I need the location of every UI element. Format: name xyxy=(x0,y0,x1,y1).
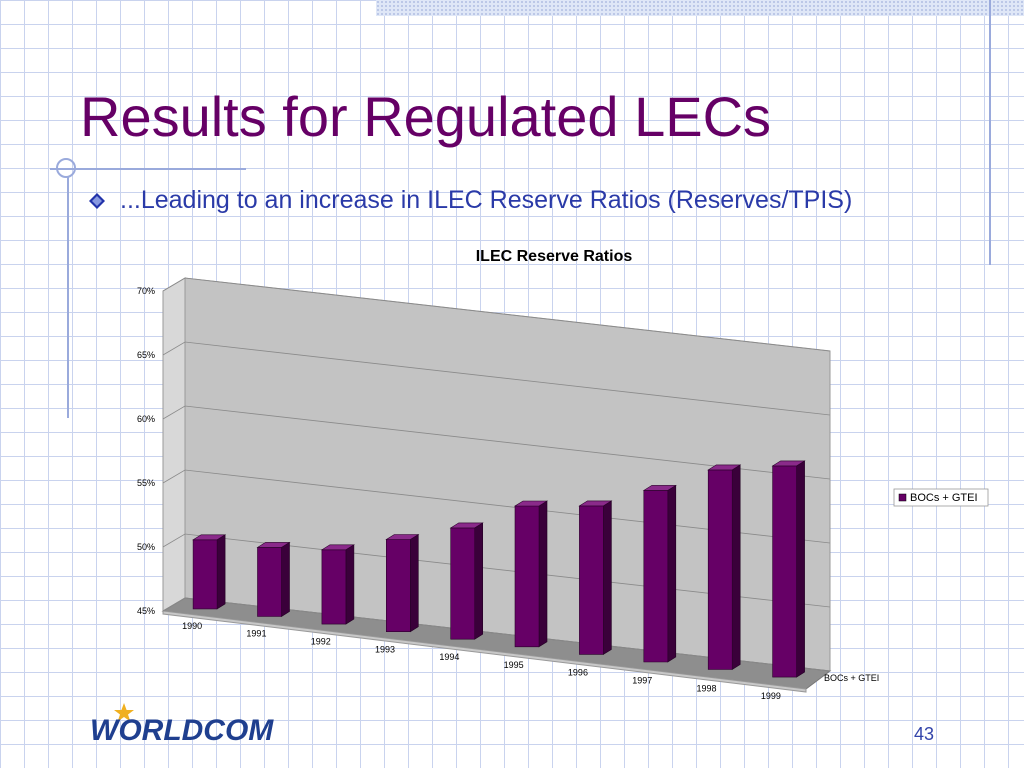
bar-side xyxy=(731,464,741,671)
bar xyxy=(514,505,540,648)
bullet-item: ...Leading to an increase in ILEC Reserv… xyxy=(88,186,852,215)
chart-gridline xyxy=(162,405,831,480)
bar-side xyxy=(345,544,355,625)
x-tick-label: 1998 xyxy=(697,683,717,693)
bar xyxy=(192,539,218,610)
bar xyxy=(707,469,733,670)
x-tick-label: 1991 xyxy=(246,629,266,639)
x-tick-label: 1996 xyxy=(568,668,588,678)
chart-gridline xyxy=(162,277,831,352)
decorative-vertical-line-right xyxy=(989,0,991,265)
chart-title: ILEC Reserve Ratios xyxy=(476,248,633,265)
bar-side xyxy=(281,541,290,618)
bar-top xyxy=(256,542,291,548)
chart-gridline xyxy=(162,597,831,672)
bar xyxy=(772,465,797,678)
bar xyxy=(579,505,604,655)
bullet-text: ...Leading to an increase in ILEC Reserv… xyxy=(120,186,853,214)
decorative-circle-mark xyxy=(56,158,76,178)
x-tick-label: 1990 xyxy=(182,621,202,631)
page-number: 43 xyxy=(914,724,935,744)
bar-top xyxy=(578,500,613,507)
logo-wordmark: WORLDCOM xyxy=(90,714,274,747)
bar xyxy=(450,527,476,640)
y-tick-label: 55% xyxy=(137,478,155,488)
chart-floor-edge xyxy=(162,610,807,693)
y-tick-label: 50% xyxy=(137,542,155,552)
x-tick-label: 1992 xyxy=(311,637,331,647)
depth-axis-label: BOCs + GTEI xyxy=(824,673,879,683)
y-tick-label: 60% xyxy=(137,414,155,424)
bar-top xyxy=(771,460,806,467)
x-tick-label: 1995 xyxy=(504,660,524,670)
slide-title: Results for Regulated LECs xyxy=(80,85,772,148)
y-tick-label: 70% xyxy=(137,286,155,296)
bar-top xyxy=(513,500,549,507)
x-tick-label: 1997 xyxy=(632,676,652,686)
decorative-vertical-line-left xyxy=(67,176,69,418)
decorative-horizontal-line xyxy=(50,168,246,170)
chart-gridline xyxy=(162,533,831,608)
bar-side xyxy=(796,460,805,678)
x-tick-label: 1993 xyxy=(375,644,395,654)
bar xyxy=(321,549,347,625)
legend-swatch xyxy=(898,493,907,502)
decorative-top-band xyxy=(376,0,1024,16)
y-tick-label: 45% xyxy=(137,606,155,616)
chart-gridline xyxy=(162,469,831,544)
bar-side xyxy=(474,522,484,640)
chart-gridline xyxy=(162,341,831,416)
bar-side xyxy=(216,534,226,610)
bar-top xyxy=(192,534,227,541)
bar-top xyxy=(642,485,677,491)
x-tick-label: 1994 xyxy=(439,652,459,662)
bar xyxy=(385,539,411,633)
logo-star-icon xyxy=(114,703,134,722)
bar-top xyxy=(320,544,355,551)
x-tick-label: 1999 xyxy=(761,691,781,701)
legend-box xyxy=(893,488,989,507)
bar-side xyxy=(667,484,677,663)
bar-side xyxy=(538,500,548,648)
diamond-bullet-icon xyxy=(89,192,105,209)
bar xyxy=(643,490,669,663)
bar-top xyxy=(449,522,484,529)
bar-top xyxy=(385,534,420,540)
worldcom-logo: WORLDCOM xyxy=(90,703,274,747)
bar-side xyxy=(603,500,612,655)
chart-side-wall xyxy=(162,277,186,612)
legend-label: BOCs + GTEI xyxy=(910,492,978,504)
bar-side xyxy=(409,533,419,633)
bar-top xyxy=(707,464,742,471)
bar xyxy=(257,547,282,617)
y-tick-label: 65% xyxy=(137,350,155,360)
